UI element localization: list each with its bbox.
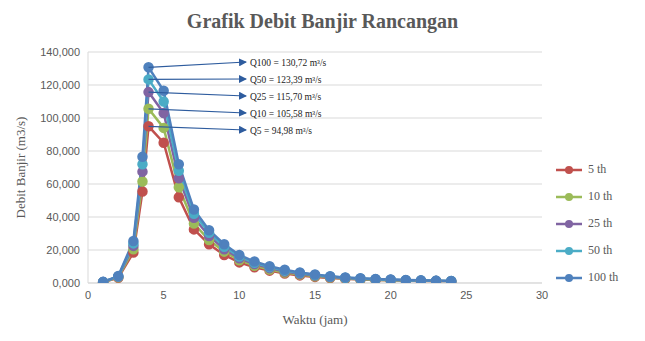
svg-text:10: 10 <box>233 289 245 301</box>
svg-text:Q10 = 105,58 m³/s: Q10 = 105,58 m³/s <box>250 109 322 119</box>
svg-text:30: 30 <box>536 289 548 301</box>
svg-text:Waktu (jam): Waktu (jam) <box>282 312 347 327</box>
html-text:5 th: 5 th <box>588 162 607 176</box>
svg-text:40,000: 40,000 <box>46 211 80 223</box>
svg-text:Q100 = 130,72 m³/s: Q100 = 130,72 m³/s <box>250 58 327 68</box>
svg-text:120,000: 120,000 <box>40 79 80 91</box>
svg-text:Q25 = 115,70 m³/s: Q25 = 115,70 m³/s <box>250 92 321 102</box>
svg-text:5: 5 <box>161 289 167 301</box>
svg-text:Q50 = 123,39 m³/s: Q50 = 123,39 m³/s <box>250 75 322 85</box>
svg-text:20,000: 20,000 <box>46 244 80 256</box>
svg-text:20: 20 <box>385 289 397 301</box>
html-text:25 th: 25 th <box>588 216 613 230</box>
svg-text:100,000: 100,000 <box>40 112 80 124</box>
html-text:10 th: 10 th <box>588 189 613 203</box>
html-text:50 th: 50 th <box>588 243 613 257</box>
svg-text:25: 25 <box>460 289 472 301</box>
svg-text:Q5 = 94,98 m³/s: Q5 = 94,98 m³/s <box>250 126 312 136</box>
svg-text:15: 15 <box>309 289 321 301</box>
html-text:100 th: 100 th <box>588 270 619 284</box>
svg-text:80,000: 80,000 <box>46 145 80 157</box>
html-text:Grafik Debit Banjir Rancangan: Grafik Debit Banjir Rancangan <box>186 10 459 32</box>
svg-text:0: 0 <box>85 289 91 301</box>
svg-text:140,000: 140,000 <box>40 46 80 58</box>
svg-text:Debit Banjir (m3/s): Debit Banjir (m3/s) <box>13 117 28 219</box>
svg-text:0,000: 0,000 <box>52 277 80 289</box>
svg-text:60,000: 60,000 <box>46 178 80 190</box>
